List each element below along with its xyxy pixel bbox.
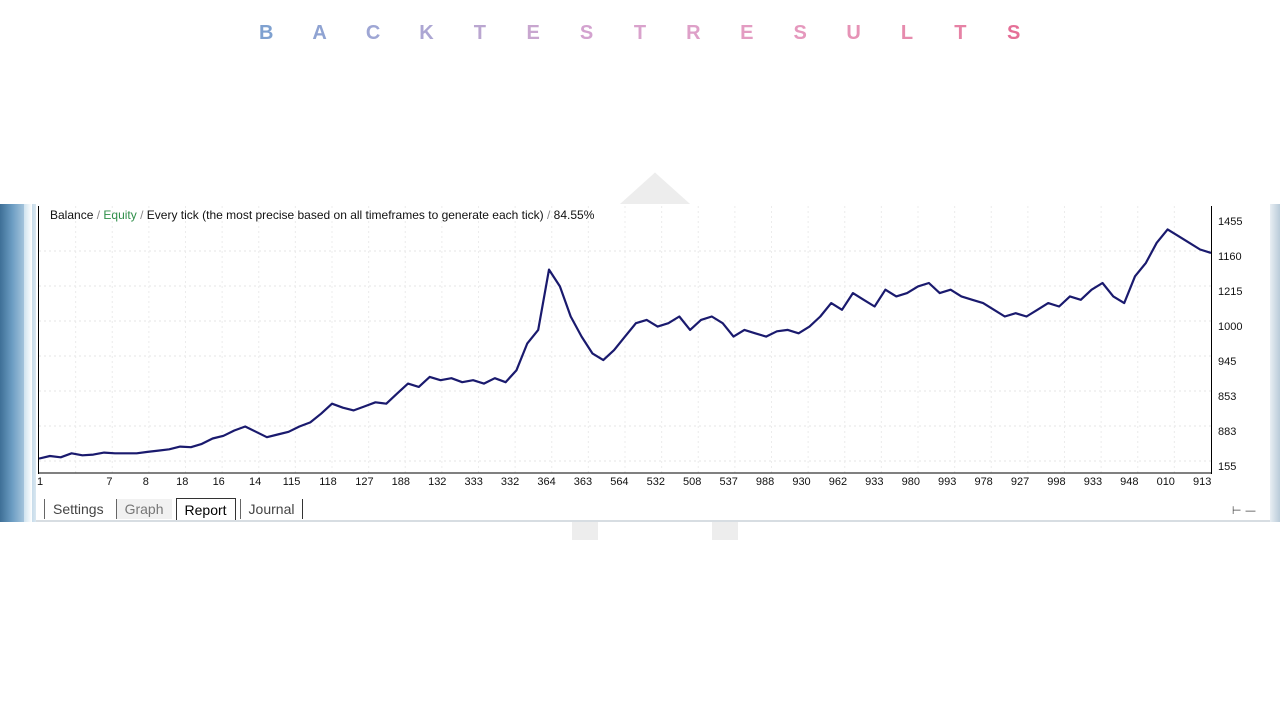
x-tick-label: 564 xyxy=(610,476,629,488)
tab-journal[interactable]: Journal xyxy=(239,499,304,519)
title-letter: S xyxy=(579,22,594,44)
x-tick-label: 948 xyxy=(1120,476,1139,488)
x-axis: 1 7 8 18 16 14 115 118 127 188 132 333 332 364 363 564 5… xyxy=(36,476,1212,492)
x-tick-label: 930 xyxy=(792,476,811,488)
legend-separator: / xyxy=(140,208,144,222)
y-tick-label: 1000 xyxy=(1218,321,1243,333)
tab-settings[interactable]: Settings xyxy=(44,499,112,519)
y-tick-label: 945 xyxy=(1218,356,1237,368)
x-tick-label: 188 xyxy=(391,476,410,488)
x-tick-label: 927 xyxy=(1010,476,1030,488)
y-tick-label: 1160 xyxy=(1218,251,1242,263)
legend-balance: Balance xyxy=(50,208,94,222)
x-tick-label: 8 xyxy=(142,476,149,488)
balance-series-line xyxy=(39,228,1211,460)
x-tick-label: 364 xyxy=(537,476,556,488)
x-tick-label: 993 xyxy=(938,476,957,488)
tester-tabs: Settings Graph Report Journal xyxy=(44,497,307,521)
x-tick-label: 933 xyxy=(1083,476,1103,488)
tab-report[interactable]: Report xyxy=(175,497,236,521)
title-letter: A xyxy=(312,22,327,44)
y-tick-label: 1215 xyxy=(1218,286,1243,298)
title-letter: S xyxy=(793,22,807,44)
strategy-tester-window: Balance / Equity / Every tick (the most … xyxy=(0,204,1280,522)
title-letter: T xyxy=(954,22,967,44)
x-tick-label: 118 xyxy=(319,476,337,488)
title-letter: B xyxy=(259,22,274,44)
x-tick-label: 933 xyxy=(865,476,884,488)
legend-quality: 84.55% xyxy=(553,208,595,222)
right-panel-border xyxy=(1270,204,1280,522)
title-letter: E xyxy=(740,22,754,44)
x-tick-label: 14 xyxy=(249,476,262,488)
title-letter: E xyxy=(526,22,540,44)
x-tick-label: 363 xyxy=(573,476,593,488)
balance-chart xyxy=(39,206,1211,474)
legend-separator: / xyxy=(546,208,551,222)
y-tick-label: 853 xyxy=(1218,391,1237,403)
title-letter: T xyxy=(473,22,486,44)
chart-legend: Balance / Equity / Every tick (the most … xyxy=(50,208,594,222)
x-tick-label: 980 xyxy=(901,476,920,488)
x-tick-label: 978 xyxy=(974,476,993,488)
x-tick-label: 913 xyxy=(1192,476,1212,488)
x-tick-label: 962 xyxy=(828,476,848,488)
legend-model: Every tick (the most precise based on al… xyxy=(146,208,544,222)
y-axis: 1455 1160 1215 1000 945 853 883 155 xyxy=(1212,204,1272,474)
chart-plot-area xyxy=(38,206,1212,474)
tab-graph[interactable]: Graph xyxy=(115,499,172,519)
title-letter: L xyxy=(900,22,914,44)
title-letter: R xyxy=(686,22,701,44)
y-tick-label: 1455 xyxy=(1218,216,1243,228)
x-tick-label: 532 xyxy=(646,476,665,488)
title-letter: S xyxy=(1007,22,1021,44)
x-tick-label: 988 xyxy=(755,476,775,488)
x-tick-label: 998 xyxy=(1047,476,1066,488)
bottom-strip xyxy=(36,520,1270,522)
title-letter: K xyxy=(419,22,434,44)
x-tick-label: 537 xyxy=(719,476,738,488)
x-tick-label: 1 xyxy=(36,476,44,488)
legend-separator: / xyxy=(96,208,101,222)
title-letter: T xyxy=(633,22,647,44)
x-tick-label: 18 xyxy=(176,476,189,488)
x-tick-label: 332 xyxy=(500,476,520,488)
x-tick-label: 508 xyxy=(683,476,702,488)
title-letter: C xyxy=(365,22,381,44)
x-tick-label: 132 xyxy=(428,476,447,488)
left-panel-border xyxy=(0,204,36,522)
x-tick-label: 7 xyxy=(106,476,113,488)
legend-equity: Equity xyxy=(103,208,137,222)
x-tick-label: 127 xyxy=(355,476,374,488)
title-letter: U xyxy=(846,22,861,44)
x-tick-label: 115 xyxy=(282,476,301,488)
y-tick-label: 883 xyxy=(1218,426,1237,438)
y-tick-label: 155 xyxy=(1218,461,1237,473)
panel-minimize-icon[interactable]: ⊢ — xyxy=(1231,504,1256,517)
x-tick-label: 333 xyxy=(464,476,483,488)
x-tick-label: 16 xyxy=(212,476,225,488)
x-tick-label: 010 xyxy=(1156,476,1175,488)
